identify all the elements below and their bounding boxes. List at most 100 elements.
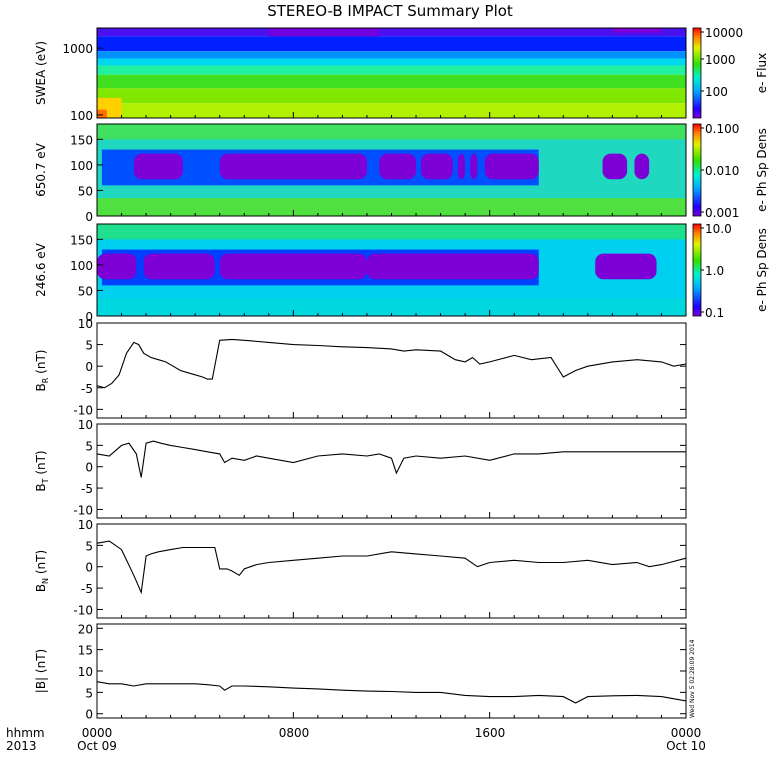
- pad-650eV-ytick-label: 50: [78, 184, 93, 198]
- time-axis-tick-label-1: 0800: [279, 726, 310, 740]
- b-mag-ytick-label: 20: [78, 622, 93, 636]
- pad-650eV-depletion: [634, 153, 650, 180]
- pad-650eV-depletion: [219, 153, 367, 180]
- colorbar-tick-label-2: 10.0: [705, 222, 732, 236]
- b-t-ylabel: BT (nT): [34, 450, 50, 491]
- swea-flux-band: [97, 51, 686, 59]
- pad-650eV-depletion: [133, 153, 183, 180]
- time-axis-tick-label-2: 1600: [475, 726, 506, 740]
- b-n-ytick-label: 0: [85, 561, 93, 575]
- pad-650eV-spectrogram: [97, 124, 686, 216]
- colorbar-tick-label-0: 10000: [705, 26, 743, 40]
- b-r-ylabel: BR (nT): [34, 350, 50, 392]
- swea-flux-band: [97, 103, 686, 118]
- b-t-ytick-label: -5: [81, 482, 93, 496]
- colorbar-tick-label-0: 100: [705, 85, 728, 99]
- b-n-ytick-label: 10: [78, 518, 93, 532]
- pad-246eV-depletion: [595, 253, 657, 280]
- pad-650eV-depletion: [420, 153, 453, 180]
- b-n-ytick-label: 5: [85, 539, 93, 553]
- colorbar-label-1: e- Ph Sp Dens: [755, 128, 769, 212]
- plot-title: STEREO-B IMPACT Summary Plot: [267, 2, 513, 20]
- pad-246eV-depletion: [366, 253, 539, 280]
- time-axis-tick-label-0: 0000: [82, 726, 113, 740]
- b-t-series-line: [96, 440, 686, 478]
- b-n-ytick-label: -5: [81, 582, 93, 596]
- pad-246eV-depletion: [97, 253, 137, 280]
- pad-246eV-spectrogram: [97, 224, 686, 316]
- colorbar-tick-label-1: 0.010: [705, 164, 739, 178]
- pad-650eV-ytick-label: 150: [70, 133, 93, 147]
- colorbar-0: [692, 27, 702, 119]
- pad-650eV-depletion: [484, 153, 539, 180]
- b-t-ytick-label: -10: [73, 503, 93, 517]
- swea-top-band-variation: [268, 28, 380, 37]
- b-mag-ytick-label: 0: [85, 708, 93, 722]
- pad-650eV-depletion: [470, 153, 478, 180]
- swea-flux-band: [97, 88, 686, 104]
- b-r-ytick-label: 10: [78, 317, 93, 331]
- swea-flux-band: [97, 28, 686, 37]
- swea-flux-band: [97, 36, 686, 52]
- pad-246eV-ytick-label: 100: [70, 259, 93, 273]
- b-r-series-line: [96, 338, 687, 389]
- colorbar-label-0: e- Flux: [755, 53, 769, 93]
- pad-246eV-ytick-label: 0: [85, 310, 93, 324]
- time-axis-year-label: 2013: [6, 739, 37, 753]
- b-t-ytick-label: 10: [78, 418, 93, 432]
- swea-top-band-variation: [612, 28, 662, 33]
- time-axis-tick-label-3: 0000: [671, 726, 702, 740]
- pad-650eV-depletion: [379, 153, 417, 180]
- colorbar-1: [692, 123, 702, 217]
- b-n-ytick-label: -10: [73, 603, 93, 617]
- b-t-panel-frame: [96, 423, 687, 519]
- colorbar-label-2: e- Ph Sp Dens: [755, 228, 769, 312]
- b-n-series-line: [96, 540, 687, 595]
- swea-flux-band: [97, 58, 686, 66]
- time-axis-start-date: Oct 09: [77, 739, 117, 753]
- swea-ylabel: SWEA (eV): [34, 41, 48, 105]
- pad-650eV-depletion: [457, 153, 466, 180]
- time-axis-end-date: Oct 10: [666, 739, 706, 753]
- b-mag-panel-frame: [96, 623, 687, 719]
- pad-650eV-ytick-label: 0: [85, 210, 93, 224]
- pad-246eV-depletion: [219, 253, 367, 280]
- colorbar-tick-label-2: 0.1: [705, 306, 724, 320]
- pad-650eV-ylabel: 650.7 eV: [34, 142, 48, 197]
- pad-246eV-depletion: [143, 253, 215, 280]
- b-n-panel-frame: [96, 523, 687, 619]
- b-r-ytick-label: -10: [73, 403, 93, 417]
- pad-650eV-low-angle-band: [97, 198, 686, 216]
- swea-spectrogram: [97, 28, 686, 118]
- b-t-ytick-label: 0: [85, 461, 93, 475]
- pad-650eV-high-angle-band: [97, 124, 686, 140]
- swea-peak-flux-region: [97, 109, 107, 118]
- time-axis: hhmm 0000 0800 1600 0000 2013 Oct 09 Oct…: [6, 726, 706, 753]
- creation-timestamp: Wed Nov 5 02:28:09 2014: [689, 639, 696, 718]
- swea-flux-band: [97, 65, 686, 75]
- b-mag-ylabel: |B| (nT): [34, 649, 48, 693]
- colorbar-tick-label-0: 1000: [705, 53, 736, 67]
- colorbar-2: [692, 223, 702, 317]
- b-mag-series-line: [96, 681, 687, 704]
- pad-246eV-ytick-label: 150: [70, 233, 93, 247]
- pad-650eV-ytick-label: 100: [70, 159, 93, 173]
- pad-246eV-ytick-label: 50: [78, 284, 93, 298]
- b-mag-ytick-label: 10: [78, 665, 93, 679]
- time-axis-unit-label: hhmm: [6, 726, 45, 740]
- swea-ytick-label: 1000: [62, 42, 93, 56]
- colorbar-tick-label-1: 0.001: [705, 206, 739, 220]
- colorbar-tick-label-2: 1.0: [705, 264, 724, 278]
- b-mag-ytick-label: 5: [85, 686, 93, 700]
- pad-246eV-high-angle-band: [97, 224, 686, 240]
- b-r-ytick-label: 0: [85, 360, 93, 374]
- swea-ytick-label: 100: [70, 109, 93, 123]
- colorbar-tick-label-1: 0.100: [705, 122, 739, 136]
- swea-flux-band: [97, 74, 686, 89]
- pad-246eV-ylabel: 246.6 eV: [34, 242, 48, 297]
- b-r-panel-frame: [96, 322, 687, 419]
- b-t-ytick-label: 5: [85, 439, 93, 453]
- b-r-ytick-label: 5: [85, 339, 93, 353]
